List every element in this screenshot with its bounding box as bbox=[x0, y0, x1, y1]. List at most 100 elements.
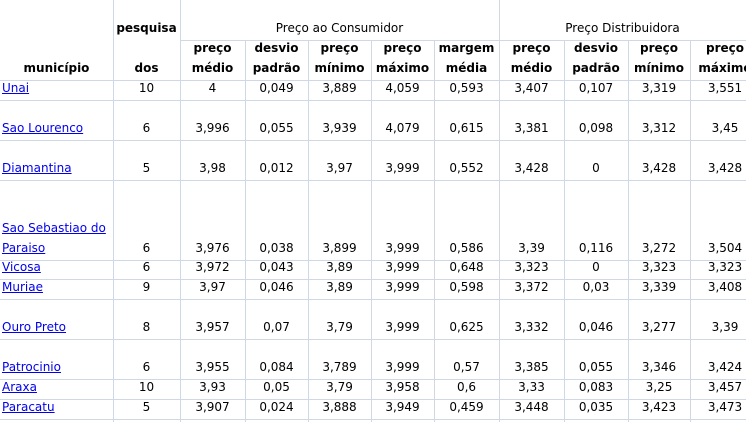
cell-value: 4 bbox=[208, 81, 217, 95]
cell-value: 3,39 bbox=[711, 320, 739, 334]
value-cell: 0,098 bbox=[564, 100, 628, 140]
header-text: padrão bbox=[252, 61, 301, 75]
municipio-link[interactable]: Muriae bbox=[2, 280, 43, 294]
value-cell: 0,035 bbox=[564, 399, 628, 419]
header-lines: desvio padrão bbox=[572, 38, 620, 78]
cell-value: 6 bbox=[142, 260, 151, 274]
municipio-cell: Muriae bbox=[0, 279, 113, 299]
cell-value: 3,424 bbox=[707, 360, 743, 374]
cell-value: 3,39 bbox=[518, 241, 545, 255]
value-cell: 3,332 bbox=[499, 299, 564, 339]
cell-value: 0,055 bbox=[578, 360, 614, 374]
value-cell: 6 bbox=[113, 260, 180, 279]
header-text: preço bbox=[320, 41, 359, 55]
value-cell: 4,059 bbox=[371, 80, 434, 100]
cell-value: 4,059 bbox=[385, 81, 420, 95]
cell-value: 3,899 bbox=[322, 241, 357, 255]
value-cell: 5 bbox=[113, 399, 180, 419]
value-cell: 3,999 bbox=[371, 299, 434, 339]
value-cell: 3,319 bbox=[628, 80, 690, 100]
value-cell: 3,33 bbox=[499, 379, 564, 399]
grid-line bbox=[180, 0, 181, 422]
value-cell: 3,999 bbox=[371, 260, 434, 279]
value-cell: 3,907 bbox=[180, 399, 245, 419]
cell-value: 3,976 bbox=[195, 241, 230, 255]
value-cell: 3,45 bbox=[690, 100, 746, 140]
municipio-link[interactable]: Sao Lourenco bbox=[2, 121, 84, 135]
header-text: preço bbox=[705, 41, 744, 55]
value-cell: 0,046 bbox=[245, 279, 308, 299]
cell-value: 6 bbox=[142, 360, 151, 374]
municipio-link[interactable]: Paracatu bbox=[2, 400, 55, 414]
value-cell: 3,277 bbox=[628, 299, 690, 339]
cell-value: 3,97 bbox=[199, 280, 226, 294]
municipio-link[interactable]: Ouro Preto bbox=[2, 320, 67, 334]
value-cell: 0,552 bbox=[434, 140, 499, 180]
cell-value: 5 bbox=[142, 161, 151, 175]
cell-value: 3,339 bbox=[641, 280, 677, 294]
grid-line bbox=[0, 100, 746, 101]
cell-value: 3,277 bbox=[641, 320, 677, 334]
cell-value: 0,57 bbox=[453, 360, 480, 374]
cell-value: 3,473 bbox=[707, 400, 743, 414]
value-cell: 3,789 bbox=[308, 339, 371, 379]
value-cell: 0,116 bbox=[564, 180, 628, 260]
header-text: dos bbox=[134, 61, 159, 75]
value-cell: 3,428 bbox=[499, 140, 564, 180]
cell-value: 3,428 bbox=[707, 161, 743, 175]
header-text: preço bbox=[512, 41, 551, 55]
value-cell: 3,504 bbox=[690, 180, 746, 260]
cell-value: 5 bbox=[142, 400, 151, 414]
cell-value: 3,89 bbox=[326, 280, 353, 294]
cell-value: 3,789 bbox=[322, 360, 357, 374]
value-cell: 3,93 bbox=[180, 379, 245, 399]
value-cell: 3,98 bbox=[180, 140, 245, 180]
cell-value: 3,957 bbox=[195, 320, 230, 334]
column-header: preço médio bbox=[499, 40, 564, 80]
value-cell: 3,958 bbox=[371, 379, 434, 399]
value-cell: 3,428 bbox=[628, 140, 690, 180]
cell-value: 8 bbox=[142, 320, 151, 334]
cell-value: 3,999 bbox=[385, 161, 420, 175]
grid-line bbox=[0, 339, 746, 340]
municipio-link[interactable]: Sao Sebastiao do Paraiso bbox=[2, 221, 106, 255]
value-cell: 0,57 bbox=[434, 339, 499, 379]
cell-value: 0,116 bbox=[578, 241, 614, 255]
value-cell: 3,346 bbox=[628, 339, 690, 379]
municipio-link[interactable]: Patrocinio bbox=[2, 360, 61, 374]
cell-value: 0,625 bbox=[449, 320, 484, 334]
column-header: desvio padrão bbox=[245, 40, 308, 80]
value-cell: 10 bbox=[113, 379, 180, 399]
header-text: mínimo bbox=[633, 61, 685, 75]
value-cell: 0,084 bbox=[245, 339, 308, 379]
value-cell: 0,024 bbox=[245, 399, 308, 419]
value-cell: 0,012 bbox=[245, 140, 308, 180]
value-cell: 3,89 bbox=[308, 260, 371, 279]
value-cell: 3,939 bbox=[308, 100, 371, 140]
grid-line bbox=[0, 279, 746, 280]
value-cell: 0,615 bbox=[434, 100, 499, 140]
municipio-link[interactable]: Diamantina bbox=[2, 161, 72, 175]
header-text: padrão bbox=[572, 61, 620, 75]
cell-value: 0 bbox=[592, 161, 600, 175]
municipio-link[interactable]: Vicosa bbox=[2, 260, 41, 274]
value-cell: 3,949 bbox=[371, 399, 434, 419]
value-cell: 3,424 bbox=[690, 339, 746, 379]
value-cell: 3,999 bbox=[371, 140, 434, 180]
value-cell: 3,89 bbox=[308, 279, 371, 299]
cell-value: 3,955 bbox=[195, 360, 230, 374]
value-cell: 0,038 bbox=[245, 180, 308, 260]
value-cell: 0,648 bbox=[434, 260, 499, 279]
cell-value: 3,999 bbox=[385, 260, 420, 274]
cell-value: 3,79 bbox=[326, 320, 353, 334]
value-cell: 0,586 bbox=[434, 180, 499, 260]
grid-line bbox=[0, 140, 746, 141]
header-text: médio bbox=[191, 61, 234, 75]
cell-value: 9 bbox=[142, 280, 151, 294]
cell-value: 0,598 bbox=[449, 280, 484, 294]
municipio-link[interactable]: Araxa bbox=[2, 380, 37, 394]
value-cell: 0,459 bbox=[434, 399, 499, 419]
municipio-link[interactable]: Unai bbox=[2, 81, 30, 95]
cell-value: 3,999 bbox=[385, 280, 420, 294]
